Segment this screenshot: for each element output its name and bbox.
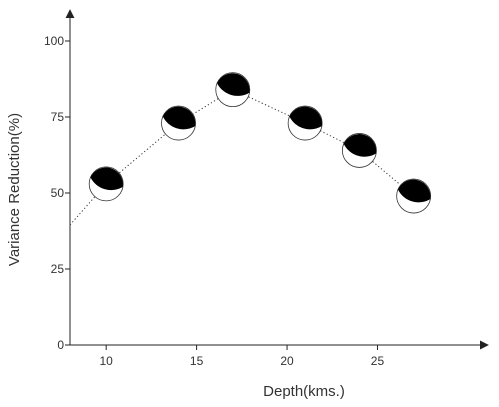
x-axis-ticks: 10 15 20 25 xyxy=(99,345,384,368)
y-tick-label: 75 xyxy=(51,110,65,124)
y-tick-label: 100 xyxy=(44,34,64,48)
x-tick-label: 15 xyxy=(190,354,204,368)
beachball-compressional-quadrant xyxy=(217,73,250,96)
y-axis-title: Variance Reduction(%) xyxy=(6,113,23,266)
beachball-compressional-quadrant xyxy=(289,106,322,130)
x-tick-label: 25 xyxy=(371,354,385,368)
beachball-compressional-quadrant xyxy=(343,134,377,157)
data-points xyxy=(88,72,432,214)
data-point xyxy=(88,166,124,202)
x-axis-title: Depth(kms.) xyxy=(263,383,345,400)
y-tick-label: 50 xyxy=(51,186,65,200)
data-point xyxy=(341,133,377,168)
x-tick-label: 20 xyxy=(280,354,294,368)
x-tick-label: 10 xyxy=(99,354,113,368)
beachball-compressional-quadrant xyxy=(398,179,431,203)
y-axis-ticks: 0 25 50 75 100 xyxy=(44,34,70,352)
y-tick-label: 0 xyxy=(57,338,64,352)
data-point xyxy=(396,178,432,214)
beachball-compressional-quadrant xyxy=(90,167,123,191)
data-point xyxy=(287,105,323,141)
data-point xyxy=(161,105,196,141)
y-tick-label: 25 xyxy=(51,262,65,276)
beachball-compressional-quadrant xyxy=(162,106,196,130)
data-point xyxy=(215,72,251,108)
